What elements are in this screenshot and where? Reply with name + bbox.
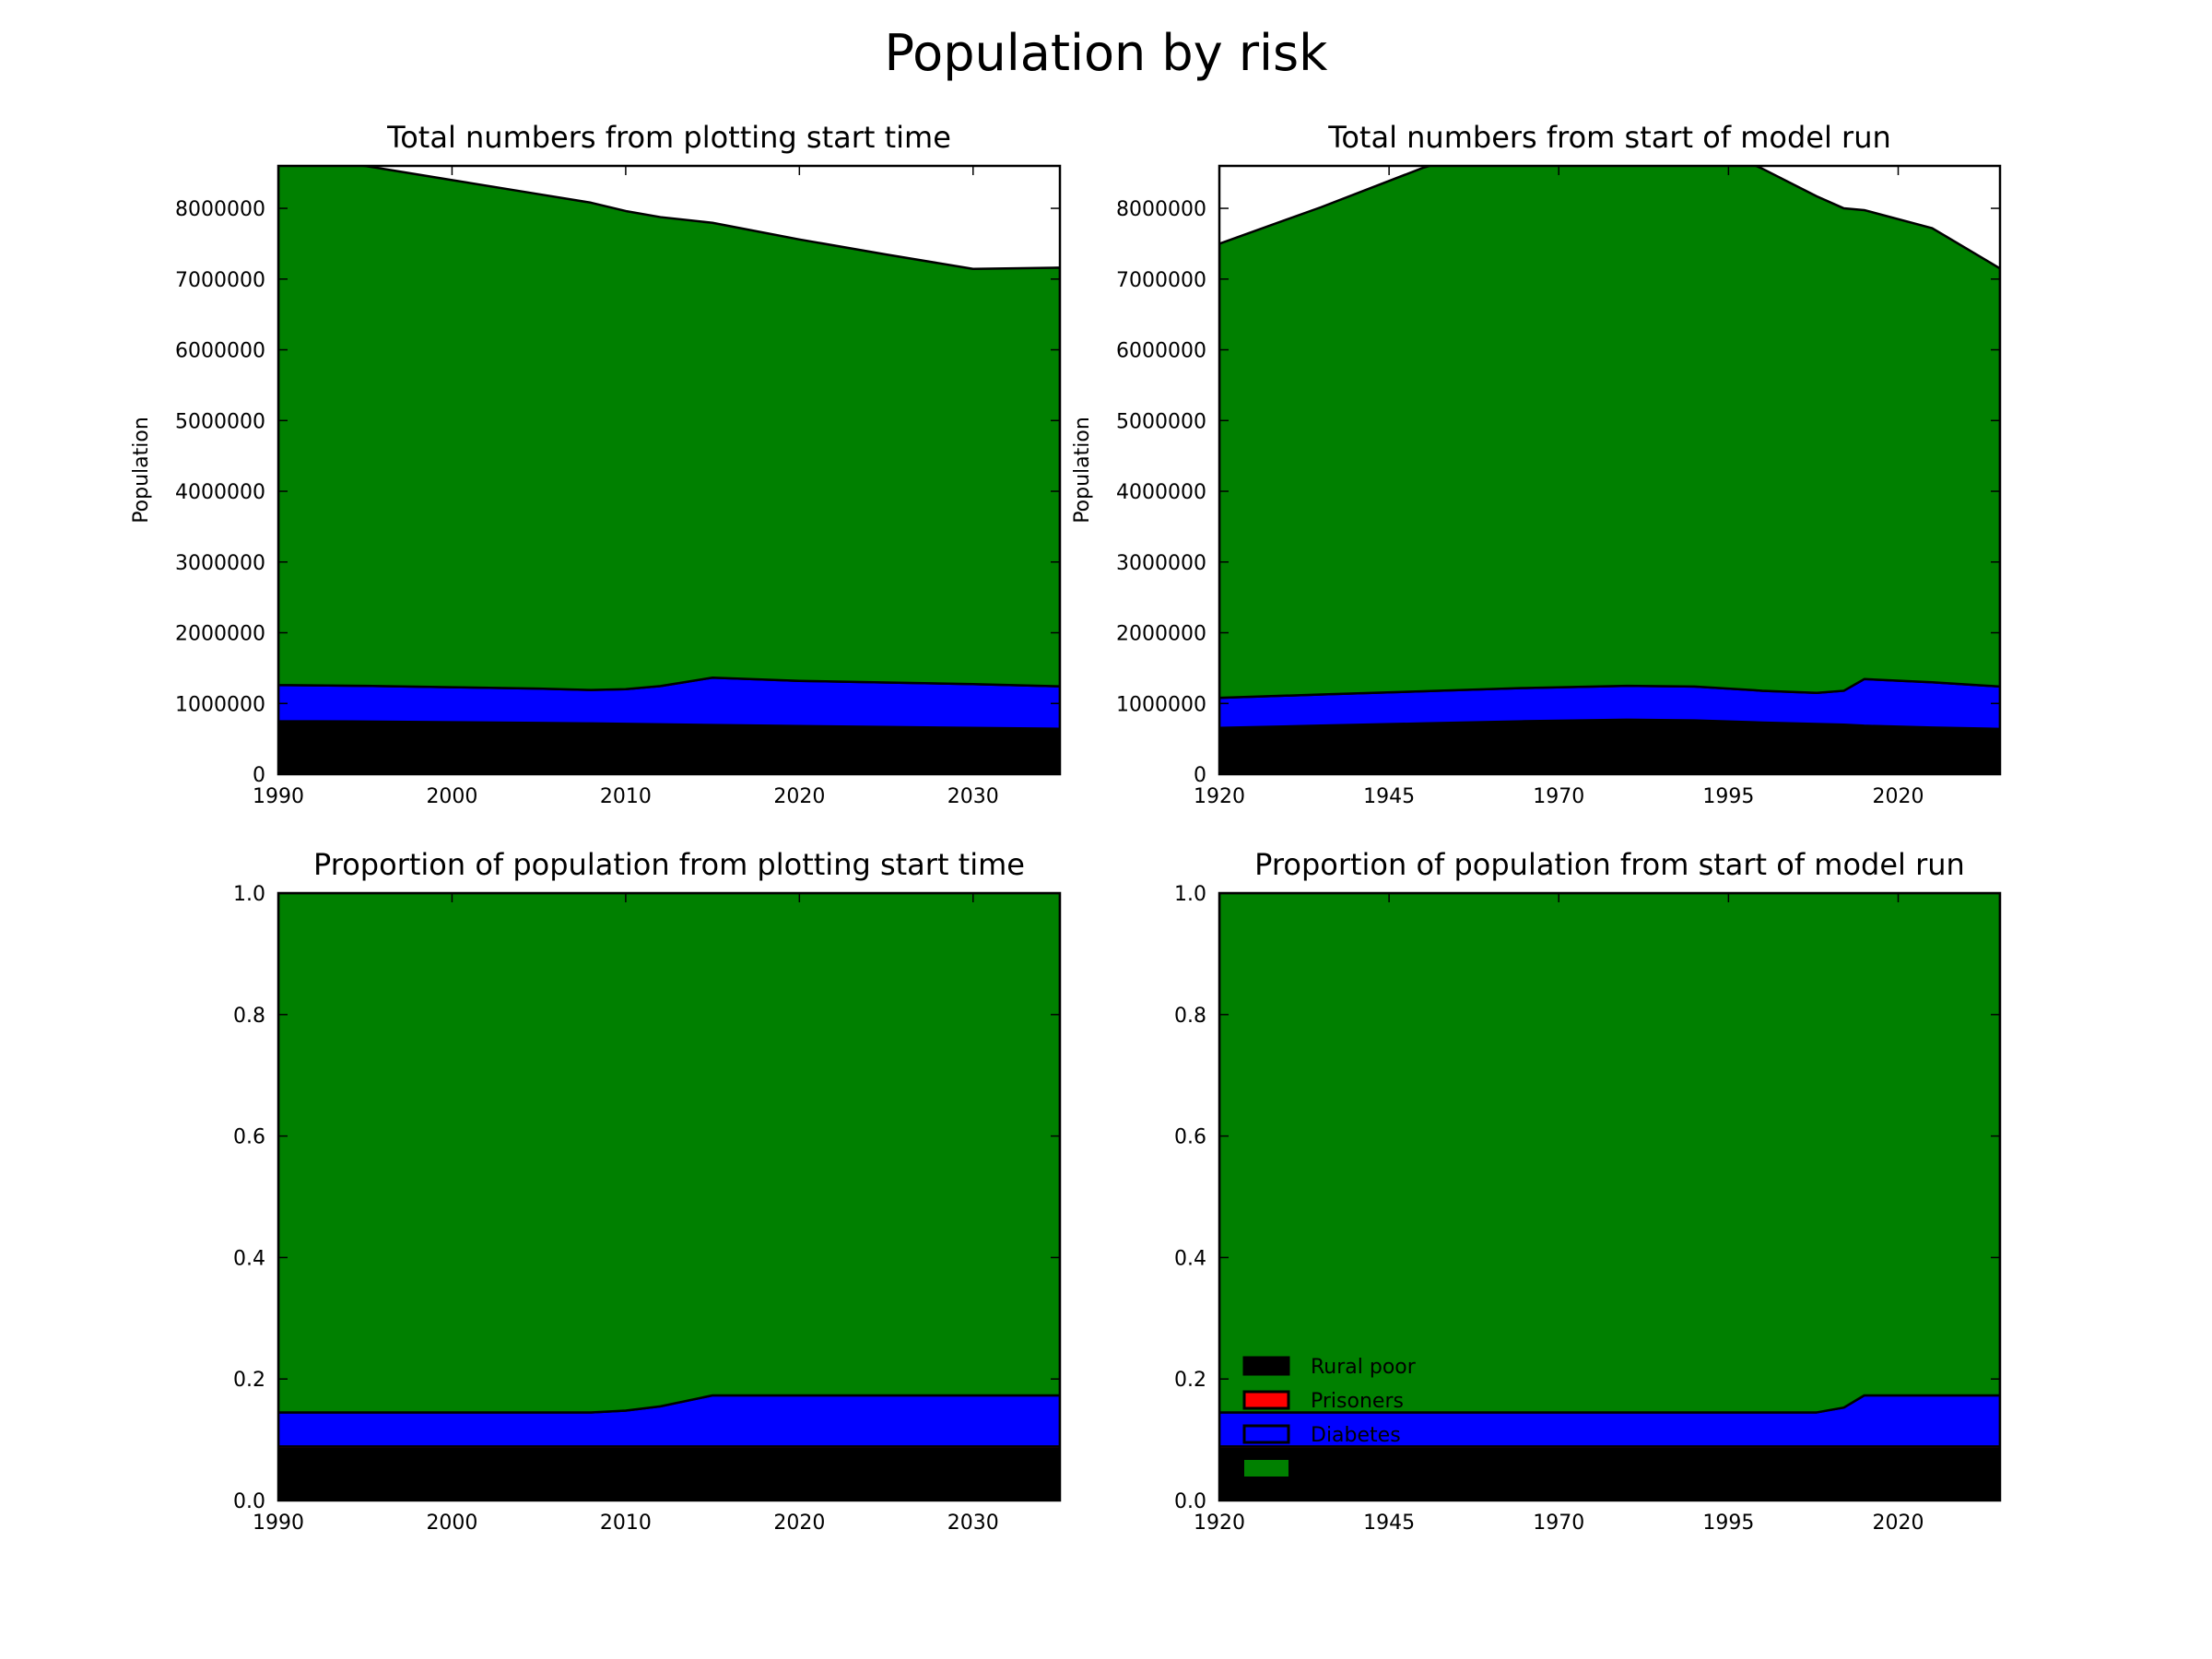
x-tick-label: 1920	[1194, 785, 1245, 808]
y-tick-label: 7000000	[1116, 269, 1206, 292]
y-tick-label: 0.6	[1174, 1126, 1206, 1149]
x-tick-label: 2030	[947, 1512, 999, 1535]
y-tick-label: 0.0	[233, 1490, 265, 1513]
legend: Rural poor Prisoners Diabetes	[1242, 1356, 1417, 1477]
y-tick-label: 0	[253, 764, 265, 787]
x-tick-label: 2020	[1873, 1512, 1924, 1535]
legend-swatch	[1242, 1424, 1290, 1444]
y-tick-label: 8000000	[175, 198, 265, 221]
y-tick-label: 4000000	[175, 481, 265, 504]
y-tick-label: 3000000	[175, 552, 265, 575]
plot-area	[1219, 893, 2000, 1500]
subplot-3: 1990 2000 2010 2020 2030 0.0 0.2 0.4 0.6 0.8 1.0 Pr…	[233, 847, 1062, 1535]
rural-poor-area	[278, 1447, 1060, 1500]
y-tick-label: 0	[1194, 764, 1206, 787]
y-tick-label: 0.2	[1174, 1369, 1206, 1392]
rural-poor-area	[278, 722, 1060, 774]
subplot-title: Proportion of population from plotting s…	[313, 847, 1025, 882]
legend-swatch	[1242, 1390, 1290, 1410]
subplot-title: Total numbers from start of model run	[1327, 120, 1891, 155]
y-tick-label: 7000000	[175, 269, 265, 292]
x-tick-label: 2030	[947, 785, 999, 808]
x-tick-label: 1970	[1533, 1512, 1584, 1535]
axes-frame	[1218, 164, 2002, 776]
x-tick-label: 2020	[773, 785, 825, 808]
y-tick-label: 0.6	[233, 1126, 265, 1149]
y-tick-label: 4000000	[1116, 481, 1206, 504]
legend-swatch	[1242, 1356, 1290, 1376]
y-tick-label: 0.8	[1174, 1005, 1206, 1028]
y-tick-label: 2000000	[175, 623, 265, 646]
x-tick-label: 2000	[426, 785, 477, 808]
y-tick-label: 0.2	[233, 1369, 265, 1392]
subplot-1: 1990 2000 2010 2020 2030 0 1000000 2000000 30000…	[130, 120, 1062, 808]
figure-title: Population by risk	[885, 24, 1329, 82]
x-tick-label: 2020	[773, 1512, 825, 1535]
y-tick-label: 5000000	[175, 410, 265, 433]
x-tick-label: 1970	[1533, 785, 1584, 808]
axes-frame	[1218, 891, 2002, 1502]
legend-label: Prisoners	[1311, 1390, 1404, 1413]
subplot-4: 1920 1945 1970 1995 2020 0.0 0.2 0.4 0.6 0.8 1.0 Pr…	[1174, 847, 2002, 1535]
y-tick-label: 1000000	[175, 693, 265, 716]
legend-item: Prisoners	[1242, 1390, 1404, 1413]
axes-frame	[276, 164, 1062, 776]
plot-area	[1219, 166, 2000, 774]
y-tick-label: 1.0	[1174, 883, 1206, 906]
y-axis-label: Population	[1071, 417, 1094, 524]
subplot-title: Total numbers from plotting start time	[386, 120, 951, 155]
y-tick-label: 1.0	[233, 883, 265, 906]
x-tick-label: 1995	[1702, 1512, 1754, 1535]
y-tick-label: 3000000	[1116, 552, 1206, 575]
x-tick-label: 2020	[1873, 785, 1924, 808]
x-tick-label: 1990	[253, 785, 304, 808]
axes-frame	[276, 891, 1062, 1502]
legend-label: Rural poor	[1311, 1356, 1417, 1379]
rural-poor-area	[1219, 720, 2000, 774]
subplot-grid: 1990 2000 2010 2020 2030 0 1000000 2000000 30000…	[130, 120, 2002, 1535]
x-tick-label: 2010	[600, 785, 652, 808]
subplot-title: Proportion of population from start of m…	[1254, 847, 1965, 882]
legend-item	[1244, 1460, 1288, 1477]
x-tick-label: 2010	[600, 1512, 652, 1535]
subplot-2: 1920 1945 1970 1995 2020 0 1000000 2000000 30000…	[1071, 120, 2002, 808]
y-tick-label: 6000000	[1116, 340, 1206, 363]
y-tick-label: 0.4	[233, 1247, 265, 1270]
x-tick-label: 1920	[1194, 1512, 1245, 1535]
y-tick-label: 6000000	[175, 340, 265, 363]
y-tick-label: 0.8	[233, 1005, 265, 1028]
plot-area	[278, 166, 1060, 774]
plot-area	[278, 893, 1060, 1500]
y-tick-label: 2000000	[1116, 623, 1206, 646]
x-tick-label: 1945	[1363, 785, 1415, 808]
y-tick-label: 0.0	[1174, 1490, 1206, 1513]
legend-item: Rural poor	[1242, 1356, 1417, 1379]
rural-poor-area	[1219, 1447, 2000, 1500]
y-tick-label: 8000000	[1116, 198, 1206, 221]
y-axis-label: Population	[130, 417, 153, 524]
x-tick-label: 1990	[253, 1512, 304, 1535]
x-tick-label: 2000	[426, 1512, 477, 1535]
y-tick-label: 0.4	[1174, 1247, 1206, 1270]
legend-item: Diabetes	[1242, 1424, 1401, 1447]
x-tick-label: 1995	[1702, 785, 1754, 808]
legend-label: Diabetes	[1311, 1424, 1401, 1447]
remainder-area	[278, 893, 1060, 1414]
remainder-area	[1219, 166, 2000, 700]
y-tick-label: 1000000	[1116, 693, 1206, 716]
remainder-area	[1219, 893, 2000, 1414]
legend-swatch	[1244, 1460, 1288, 1477]
remainder-area	[278, 166, 1060, 691]
x-tick-label: 1945	[1363, 1512, 1415, 1535]
y-tick-label: 5000000	[1116, 410, 1206, 433]
